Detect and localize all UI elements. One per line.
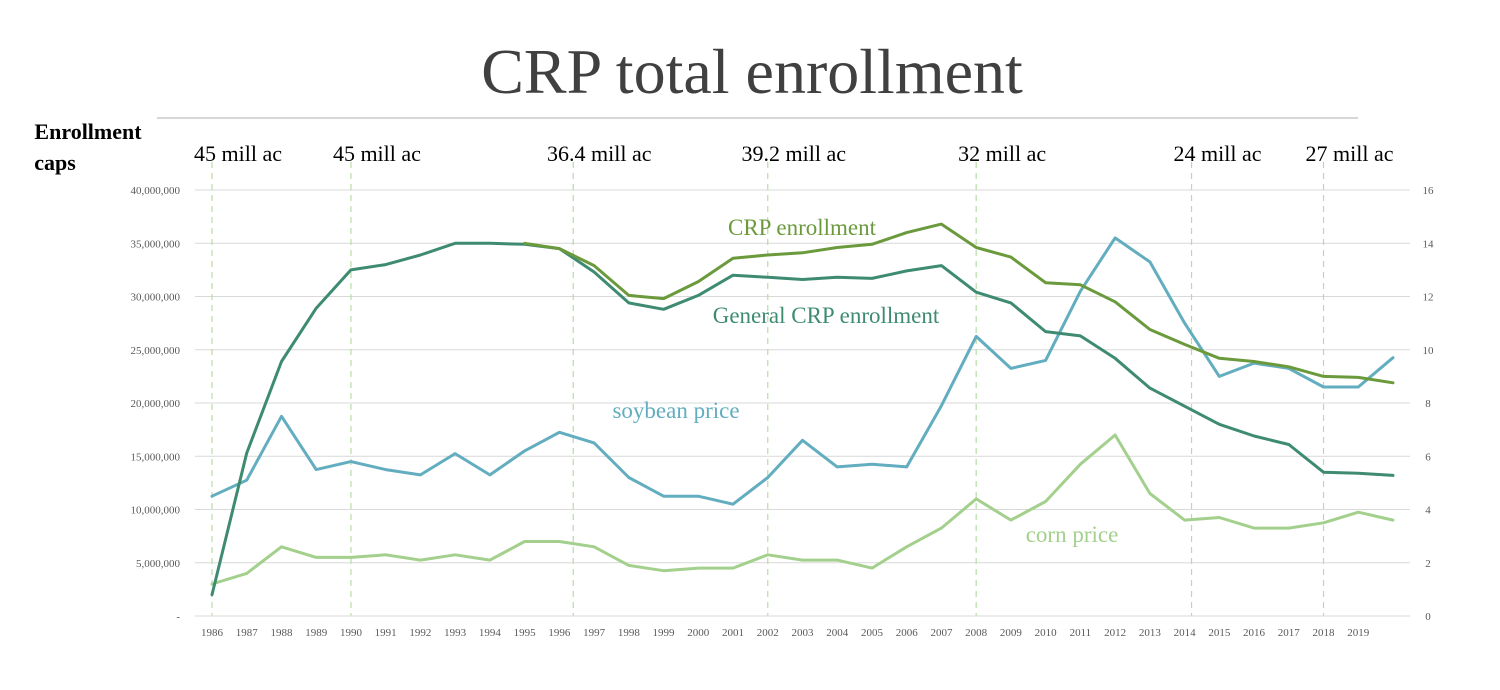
x-tick-label: 2012 bbox=[1104, 627, 1126, 639]
x-tick-label: 2007 bbox=[930, 627, 953, 639]
x-tick-label: 2011 bbox=[1070, 627, 1092, 639]
caps-heading-line1: Enrollment bbox=[34, 119, 142, 144]
series-label-general-crp-enrollment: General CRP enrollment bbox=[713, 303, 940, 328]
x-tick-label: 2003 bbox=[792, 627, 815, 639]
x-tick-label: 2008 bbox=[965, 627, 988, 639]
series-label-crp-enrollment: CRP enrollment bbox=[728, 215, 877, 240]
x-tick-label: 1986 bbox=[201, 627, 224, 639]
x-tick-label: 1988 bbox=[270, 627, 293, 639]
y-left-tick-label: 10,000,000 bbox=[131, 505, 181, 517]
x-tick-label: 2019 bbox=[1347, 627, 1370, 639]
y-left-tick-label: 5,000,000 bbox=[136, 558, 181, 570]
x-tick-label: 1987 bbox=[236, 627, 259, 639]
x-tick-label: 1993 bbox=[444, 627, 467, 639]
x-tick-label: 1998 bbox=[618, 627, 641, 639]
x-tick-label: 2013 bbox=[1139, 627, 1162, 639]
x-tick-label: 2009 bbox=[1000, 627, 1023, 639]
y-left-tick-label: 35,000,000 bbox=[131, 238, 181, 250]
axes: - 5,000,000 10,000,000 15,000,000 20,000,000… bbox=[131, 185, 1435, 639]
y-right-tick-label: 0 bbox=[1425, 611, 1431, 623]
y-right-tick-label: 8 bbox=[1425, 398, 1431, 410]
x-tick-label: 1992 bbox=[409, 627, 431, 639]
y-left-tick-label: 40,000,000 bbox=[131, 185, 181, 197]
y-left-tick-label: 20,000,000 bbox=[131, 398, 181, 410]
cap-label: 36.4 mill ac bbox=[547, 141, 652, 166]
series-label-soybean-price: soybean price bbox=[612, 398, 739, 423]
cap-label: 24 mill ac bbox=[1174, 141, 1262, 166]
gridlines bbox=[195, 189, 1410, 564]
x-tick-label: 2015 bbox=[1208, 627, 1231, 639]
x-tick-label: 2018 bbox=[1313, 627, 1336, 639]
x-tick-label: 1991 bbox=[375, 627, 397, 639]
x-tick-label: 2006 bbox=[896, 627, 919, 639]
series-label-corn-price: corn price bbox=[1026, 522, 1119, 547]
y-left-tick-label: 30,000,000 bbox=[131, 292, 181, 304]
x-tick-label: 2017 bbox=[1278, 627, 1301, 639]
x-tick-label: 1994 bbox=[479, 627, 502, 639]
y-left-tick-label: 15,000,000 bbox=[131, 451, 181, 463]
x-tick-label: 1997 bbox=[583, 627, 606, 639]
cap-label: 32 mill ac bbox=[958, 141, 1046, 166]
y-right-tick-label: 14 bbox=[1423, 238, 1435, 250]
x-tick-label: 2000 bbox=[687, 627, 710, 639]
y-left-tick-label: - bbox=[176, 611, 180, 623]
cap-label: 45 mill ac bbox=[194, 141, 282, 166]
chart-title: CRP total enrollment bbox=[481, 36, 1023, 107]
y-left-tick-label: 25,000,000 bbox=[131, 345, 181, 357]
y-right-tick-label: 12 bbox=[1423, 292, 1434, 304]
series-line-soybean-price bbox=[210, 236, 1395, 506]
x-tick-label: 1989 bbox=[305, 627, 328, 639]
x-tick-label: 2016 bbox=[1243, 627, 1266, 639]
x-tick-label: 1996 bbox=[548, 627, 571, 639]
cap-label: 45 mill ac bbox=[333, 141, 421, 166]
x-tick-label: 2004 bbox=[826, 627, 849, 639]
enrollment-cap-markers: 45 mill ac 45 mill ac 36.4 mill ac 39.2 mil… bbox=[194, 141, 1394, 616]
x-tick-label: 2014 bbox=[1174, 627, 1197, 639]
caps-heading-line2: caps bbox=[34, 150, 76, 175]
y-right-tick-label: 4 bbox=[1425, 505, 1431, 517]
y-right-tick-label: 10 bbox=[1423, 345, 1435, 357]
x-tick-label: 2002 bbox=[757, 627, 779, 639]
x-tick-label: 1999 bbox=[653, 627, 676, 639]
cap-label: 39.2 mill ac bbox=[742, 141, 847, 166]
series-lines bbox=[210, 222, 1395, 597]
x-tick-label: 2010 bbox=[1035, 627, 1058, 639]
y-right-tick-label: 16 bbox=[1423, 185, 1435, 197]
y-right-tick-label: 2 bbox=[1425, 558, 1431, 570]
series-line-corn-price bbox=[210, 433, 1395, 586]
x-tick-label: 2001 bbox=[722, 627, 744, 639]
series-line-general-crp-enrollment bbox=[210, 241, 1395, 597]
y-right-tick-label: 6 bbox=[1425, 451, 1431, 463]
x-tick-label: 2005 bbox=[861, 627, 884, 639]
x-tick-label: 1990 bbox=[340, 627, 363, 639]
series-line-crp-enrollment bbox=[523, 222, 1395, 385]
cap-label: 27 mill ac bbox=[1306, 141, 1394, 166]
x-tick-label: 1995 bbox=[514, 627, 537, 639]
